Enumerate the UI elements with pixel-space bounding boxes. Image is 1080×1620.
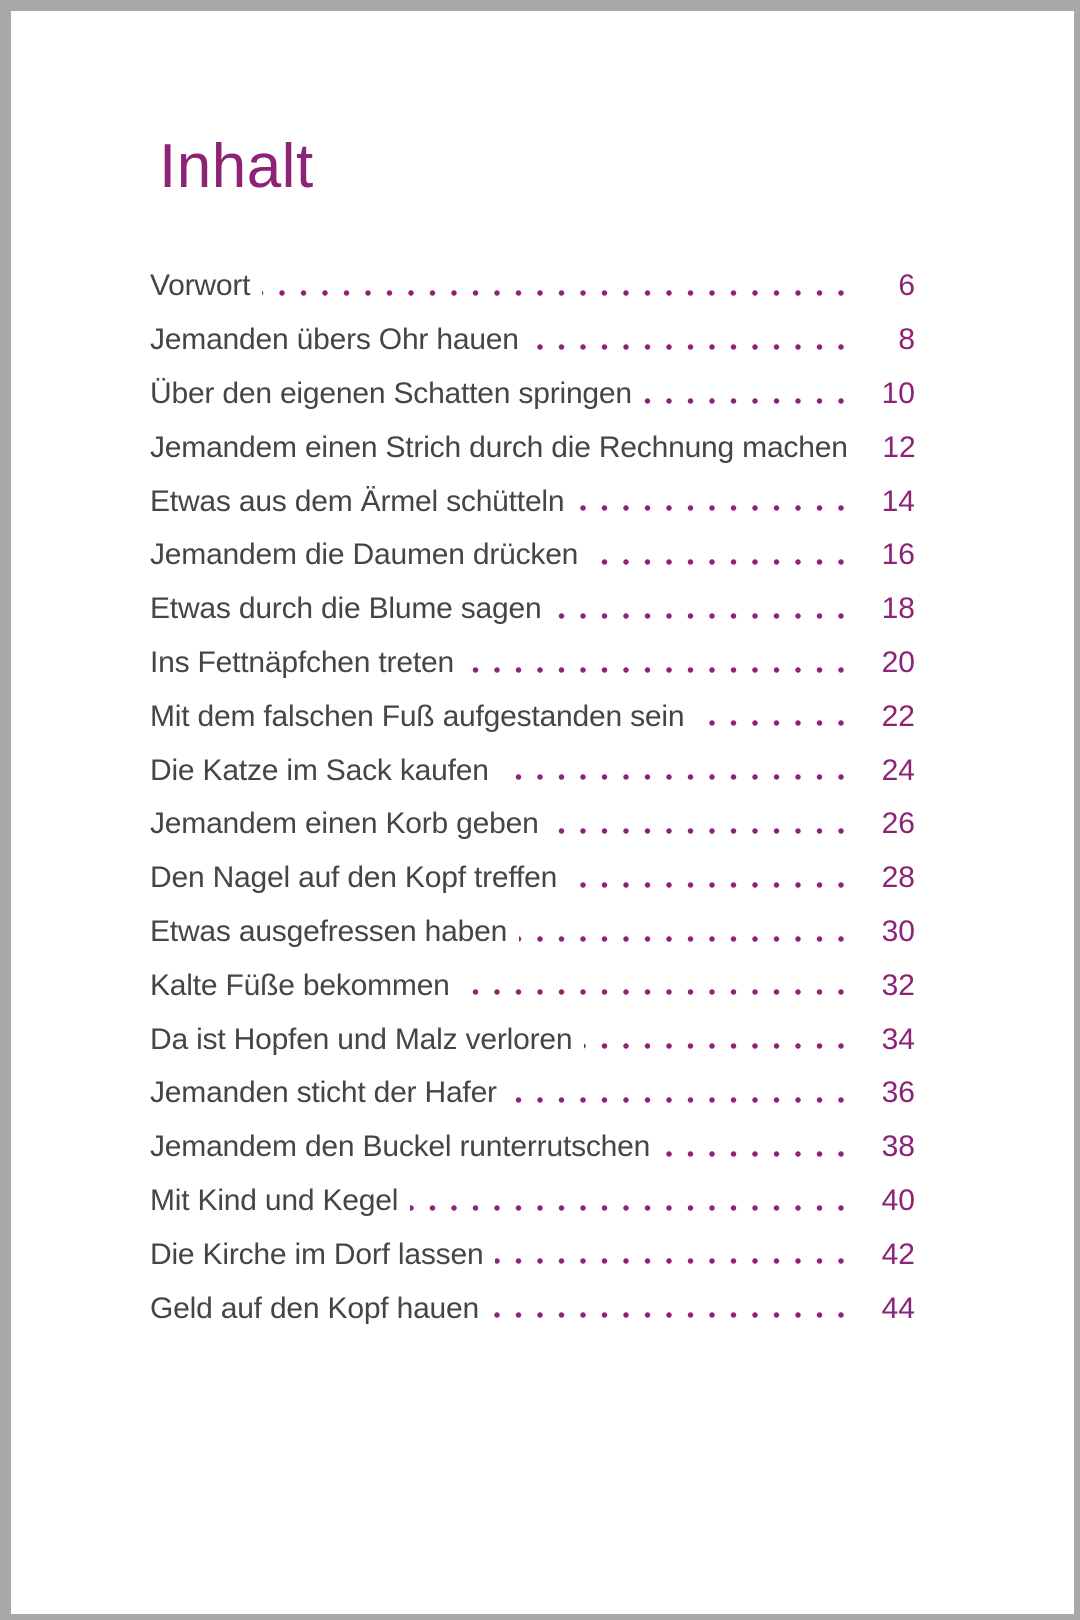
toc-entry-label: Etwas aus dem Ärmel schütteln [150,482,577,521]
toc-page-number: 18 [859,590,915,628]
toc-row: Etwas durch die Blume sagen 18 [150,574,915,628]
toc-entry-label: Jemandem einen Korb geben [150,805,551,843]
dot-leader [150,1257,849,1266]
toc-page-number: 8 [859,321,915,359]
toc-row: Vorwort 6 [150,251,915,305]
toc-page-number: 12 [859,428,916,467]
toc-page-number: 20 [859,644,915,682]
toc-page-number: 14 [859,482,915,521]
dot-leader [150,288,849,297]
toc-row: Jemandem einen Korb geben 26 [150,789,915,843]
toc-entry-label: Mit Kind und Kegel [150,1182,411,1220]
toc-entry-label: Etwas ausgefressen haben [150,913,520,951]
toc-entry-label: Die Kirche im Dorf lassen [150,1235,496,1274]
toc-entry-label: Jemandem den Buckel runterrutschen [150,1128,663,1166]
page-title: Inhalt [159,132,314,201]
toc-page-number: 26 [859,805,915,843]
toc-row: Mit dem falschen Fuß aufgestanden sein 2… [150,682,915,736]
book-page: Inhalt Vorwort 6 Jemanden übers Ohr haue… [11,11,1074,1614]
toc-entry-label: Geld auf den Kopf hauen [150,1289,492,1328]
toc-row: Jemandem einen Strich durch die Rechnung… [150,413,916,467]
toc-page-number: 6 [859,267,915,305]
dot-leader [150,988,849,997]
toc-page-number: 44 [859,1289,915,1328]
toc-row: Etwas ausgefressen haben 30 [150,897,915,951]
toc-entry-label: Den Nagel auf den Kopf treffen [150,859,570,897]
toc-page-number: 42 [859,1235,915,1274]
toc-row: Über den eigenen Schatten springen 10 [150,359,915,413]
toc-entry-label: Jemandem die Daumen drücken [150,536,591,574]
dot-leader [150,1311,849,1320]
toc-entry-label: Da ist Hopfen und Malz verloren [150,1020,585,1059]
toc-page-number: 10 [859,375,915,413]
toc-row: Da ist Hopfen und Malz verloren 34 [150,1004,915,1059]
toc-entry-label: Vorwort [150,267,263,305]
toc-entry-label: Kalte Füße bekommen [150,966,462,1005]
toc-page-number: 38 [859,1128,915,1166]
toc-page-number: 40 [859,1182,915,1220]
toc-row: Jemandem den Buckel runterrutschen 38 [150,1112,915,1166]
dot-leader [150,1203,849,1212]
toc-page-number: 24 [859,751,915,790]
toc-page-number: 36 [859,1074,915,1112]
toc-entry-label: Über den eigenen Schatten springen [150,375,644,413]
toc-entry-label: Jemandem einen Strich durch die Rechnung… [150,428,860,467]
toc-page-number: 30 [859,913,915,951]
toc-row: Mit Kind und Kegel 40 [150,1166,915,1220]
toc-entry-label: Die Katze im Sack kaufen [150,751,501,790]
toc-entry-label: Jemanden übers Ohr hauen [150,321,531,359]
toc-row: Kalte Füße bekommen 32 [150,951,915,1005]
toc-page-number: 16 [859,536,915,574]
toc-entry-label: Mit dem falschen Fuß aufgestanden sein [150,697,697,736]
dot-leader [150,665,849,674]
toc-row: Jemanden übers Ohr hauen 8 [150,305,915,359]
toc-entry-label: Ins Fettnäpfchen treten [150,644,466,682]
toc-row: Geld auf den Kopf hauen 44 [150,1273,915,1328]
toc-row: Ins Fettnäpfchen treten 20 [150,628,915,682]
toc-row: Die Katze im Sack kaufen 24 [150,735,915,790]
toc-row: Jemandem die Daumen drücken 16 [150,520,915,574]
toc-row: Den Nagel auf den Kopf treffen 28 [150,843,915,897]
toc-page-number: 34 [859,1020,915,1059]
table-of-contents: Vorwort 6 Jemanden übers Ohr hauen 8 Übe… [150,251,916,1328]
toc-entry-label: Jemanden sticht der Hafer [150,1074,509,1112]
toc-row: Jemanden sticht der Hafer 36 [150,1058,915,1112]
toc-row: Die Kirche im Dorf lassen 42 [150,1220,915,1274]
toc-page-number: 22 [859,697,915,736]
toc-page-number: 32 [859,966,915,1005]
toc-row: Etwas aus dem Ärmel schütteln 14 [150,466,915,521]
toc-entry-label: Etwas durch die Blume sagen [150,590,554,628]
toc-page-number: 28 [859,859,915,897]
